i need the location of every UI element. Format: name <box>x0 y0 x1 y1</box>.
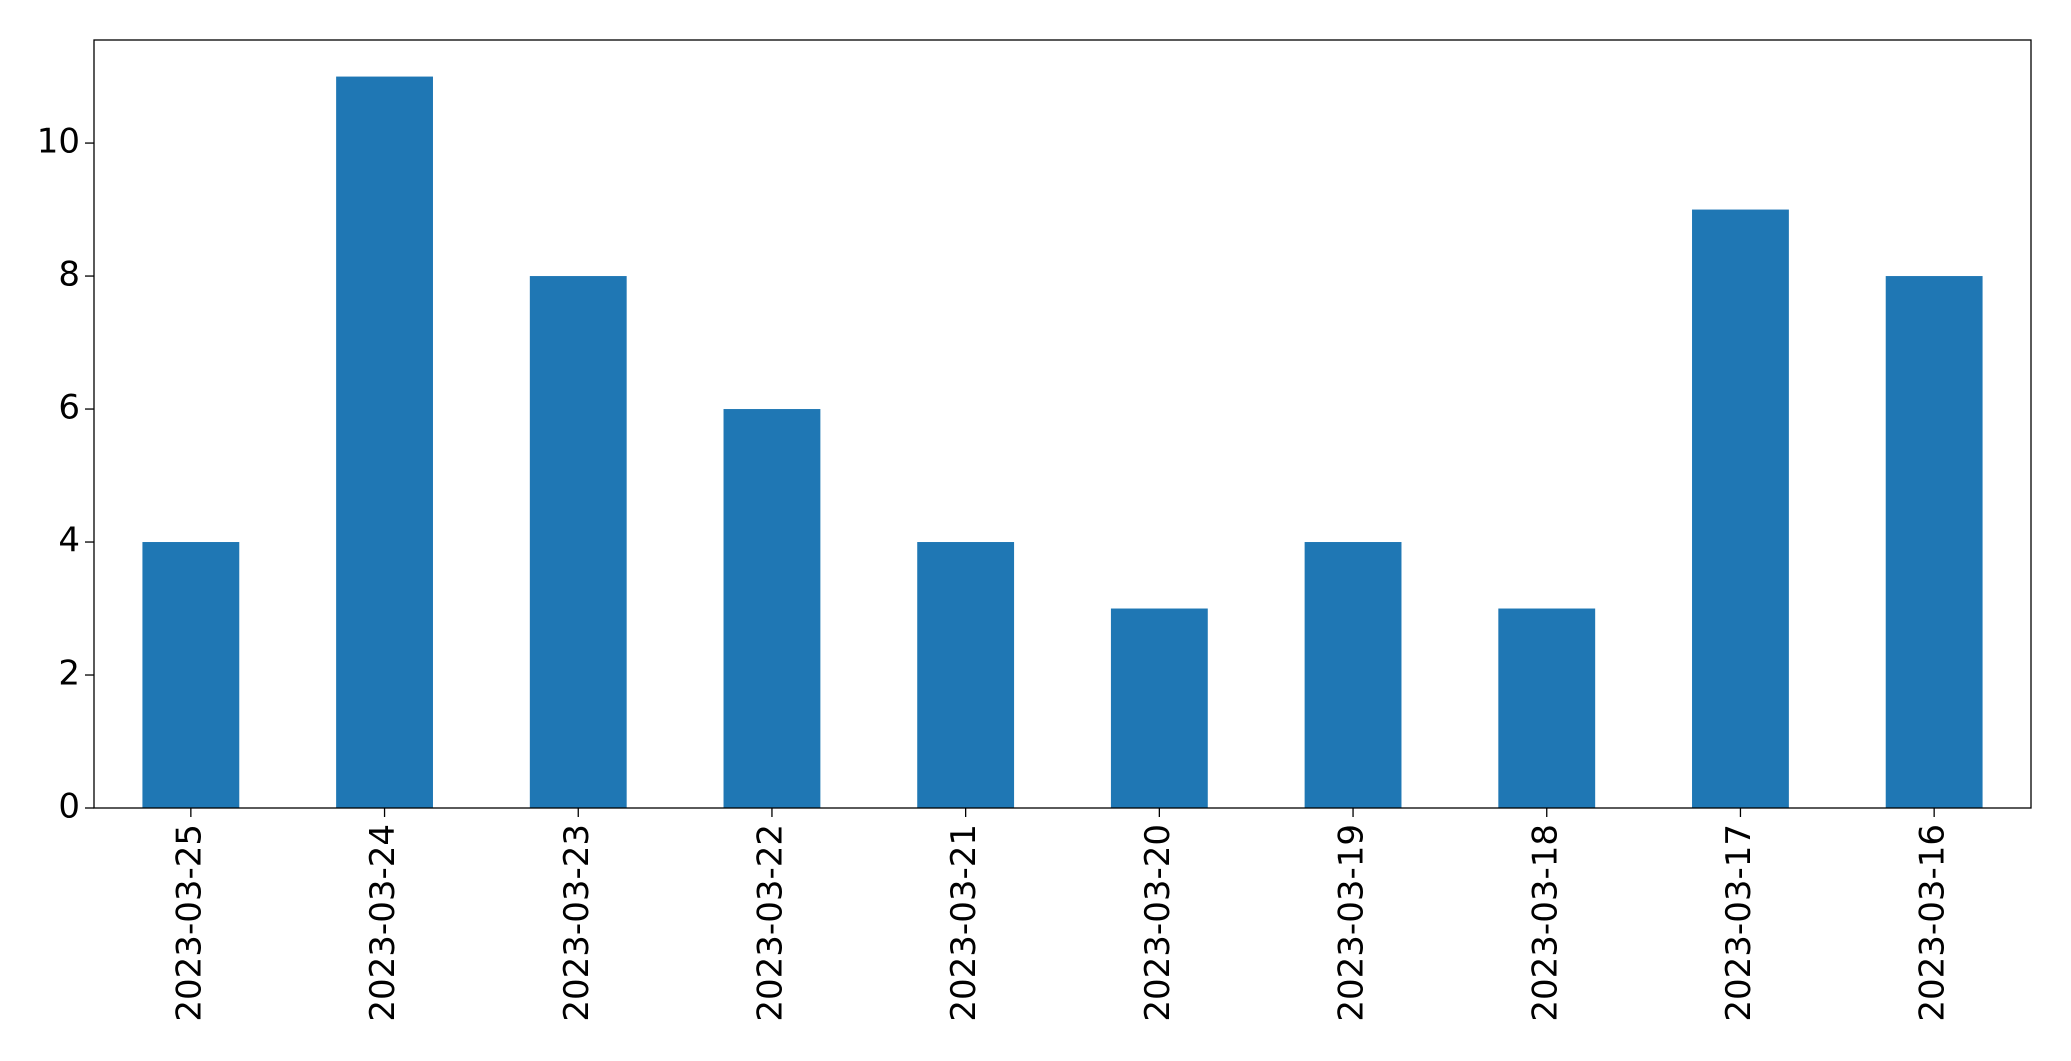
y-tick-label: 8 <box>58 255 80 295</box>
y-tick-label: 0 <box>58 787 80 827</box>
bar <box>1692 209 1789 808</box>
x-tick-label: 2023-03-20 <box>1138 824 1178 1022</box>
bar <box>142 542 240 808</box>
x-tick-label: 2023-03-19 <box>1332 824 1372 1022</box>
bar <box>1304 542 1402 808</box>
x-tick-label: 2023-03-17 <box>1719 824 1759 1022</box>
x-tick-label: 2023-03-24 <box>363 824 403 1022</box>
bar <box>336 76 433 809</box>
y-tick-label: 10 <box>37 122 80 162</box>
x-tick-label: 2023-03-23 <box>557 824 597 1022</box>
plot-frame <box>93 39 2032 809</box>
y-tick-label: 4 <box>58 521 80 561</box>
bar <box>917 542 1015 808</box>
bar <box>723 409 821 808</box>
x-tick-label: 2023-03-21 <box>944 824 984 1022</box>
x-tick-label: 2023-03-16 <box>1913 824 1953 1022</box>
x-tick-label: 2023-03-18 <box>1525 824 1565 1022</box>
bar <box>1110 608 1208 808</box>
y-tick-label: 2 <box>58 654 80 694</box>
x-tick-label: 2023-03-22 <box>750 824 790 1022</box>
y-tick-label: 6 <box>58 388 80 428</box>
bar <box>1498 608 1596 808</box>
bar <box>1885 276 1983 808</box>
bar <box>529 276 627 808</box>
x-tick-label: 2023-03-25 <box>169 824 209 1022</box>
